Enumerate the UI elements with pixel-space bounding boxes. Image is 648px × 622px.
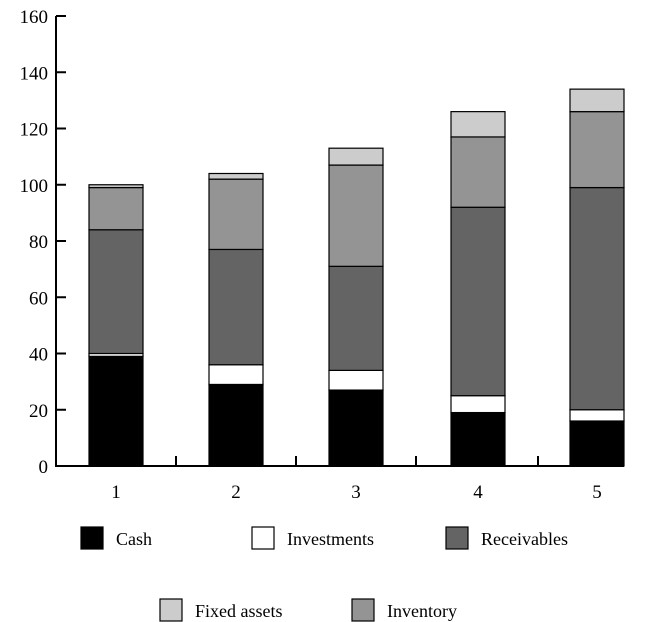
bar-segment-investments: [569, 409, 625, 422]
bar-segment-fixed-assets: [328, 147, 384, 166]
x-tick-label: 3: [351, 482, 361, 503]
bar-segment-inventory: [328, 164, 384, 267]
bar-segment-fixed-assets: [88, 184, 144, 189]
bar-group: [88, 88, 625, 467]
x-tick-label: 1: [111, 482, 121, 503]
legend-swatch-receivables: [445, 526, 469, 550]
bar-segment-fixed-assets: [569, 88, 625, 113]
bar-segment-inventory: [450, 136, 506, 208]
bar-segment-cash: [208, 383, 264, 467]
x-axis-ticks: 1 2 3 4 5: [111, 456, 602, 503]
bar-segment-investments: [328, 369, 384, 391]
bar-segment-cash: [450, 411, 506, 467]
legend-swatch-investments: [251, 526, 275, 550]
bar-segment-inventory: [88, 186, 144, 231]
legend-swatch-fixed-assets: [159, 598, 183, 622]
x-tick-label: 4: [473, 482, 483, 503]
bar-segment-investments: [208, 364, 264, 386]
bar-segment-investments: [450, 395, 506, 414]
bar-segment-receivables: [208, 248, 264, 366]
y-tick-label: 0: [39, 457, 49, 478]
y-tick-label: 140: [20, 63, 49, 84]
y-axis-ticks: 0 20 40 60 80 100 120 140 160: [20, 7, 66, 478]
y-tick-label: 80: [29, 232, 48, 253]
x-tick-label: 5: [592, 482, 602, 503]
legend-swatch-inventory: [351, 598, 375, 622]
x-tick-label: 2: [231, 482, 241, 503]
y-tick-label: 160: [20, 7, 49, 28]
bar-segment-receivables: [328, 265, 384, 371]
legend: Cash Investments Receivables Fixed assets In…: [80, 526, 568, 622]
y-tick-label: 100: [20, 176, 49, 197]
y-tick-label: 40: [29, 345, 48, 366]
bar-segment-receivables: [88, 229, 144, 355]
bar-segment-fixed-assets: [450, 111, 506, 138]
legend-label-receivables: Receivables: [481, 529, 568, 549]
bar-segment-cash: [569, 420, 625, 467]
bar-segment-inventory: [208, 178, 264, 251]
legend-swatch-cash: [80, 526, 104, 550]
legend-label-cash: Cash: [116, 529, 152, 549]
bar-segment-receivables: [569, 186, 625, 411]
bar-segment-cash: [328, 389, 384, 467]
bar-segment-inventory: [569, 111, 625, 189]
y-tick-label: 120: [20, 120, 49, 141]
bar-segment-fixed-assets: [208, 172, 264, 180]
y-tick-label: 60: [29, 288, 48, 309]
bar-segment-cash: [88, 355, 144, 467]
bar-segment-receivables: [450, 206, 506, 397]
y-tick-label: 20: [29, 401, 48, 422]
legend-label-fixed-assets: Fixed assets: [195, 601, 283, 621]
legend-label-inventory: Inventory: [387, 601, 457, 621]
legend-label-investments: Investments: [287, 529, 374, 549]
